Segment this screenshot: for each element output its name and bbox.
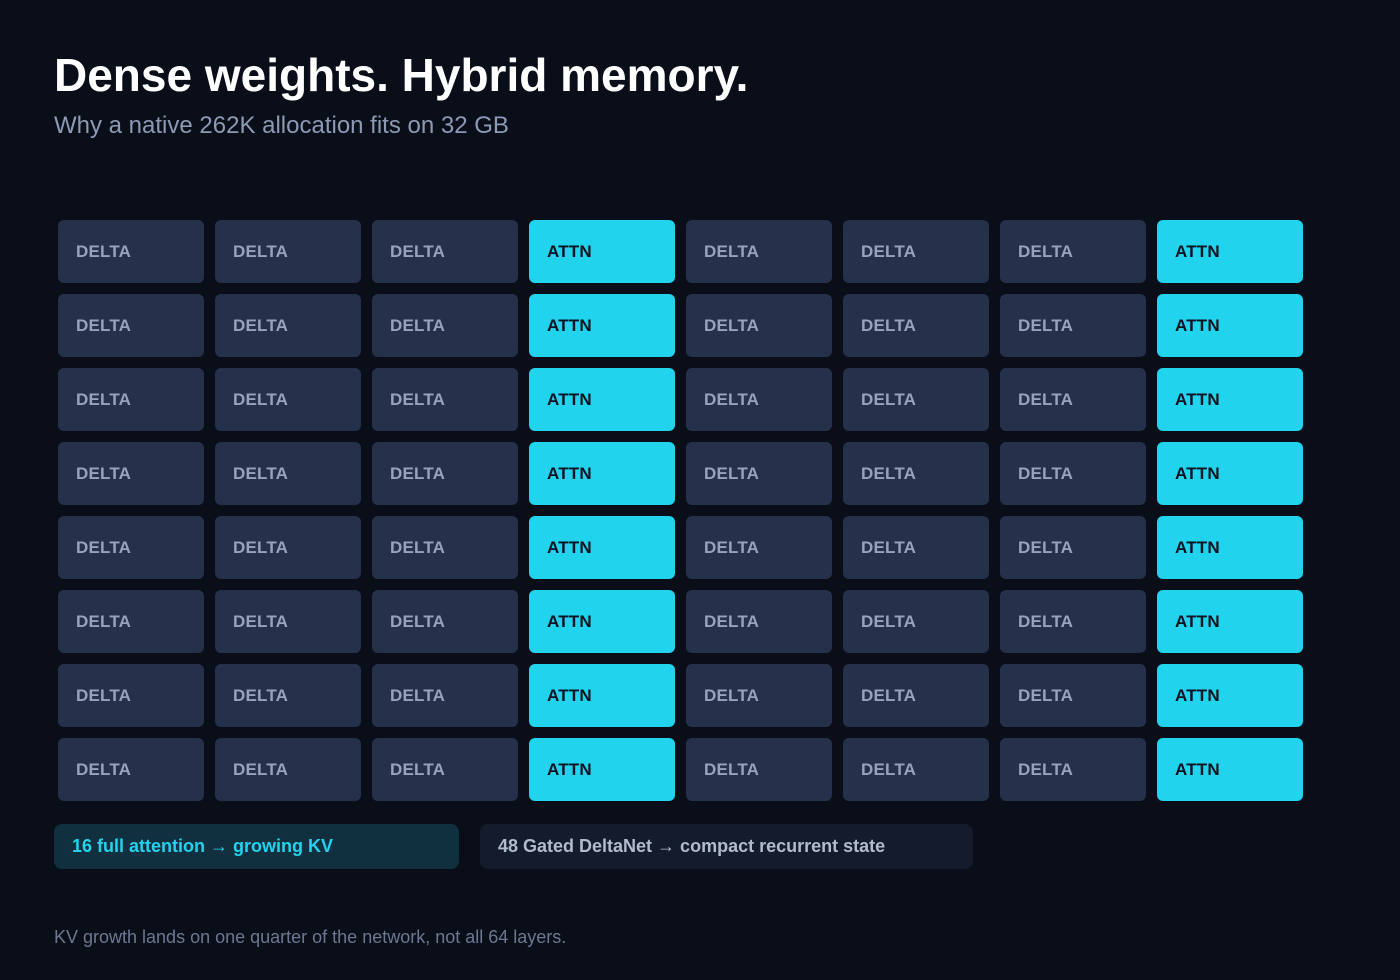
layer-block-attn: ATTN <box>529 590 675 653</box>
layer-block-delta: DELTA <box>843 442 989 505</box>
layer-block-attn: ATTN <box>529 738 675 801</box>
layer-block-attn: ATTN <box>1157 516 1303 579</box>
layer-block-delta: DELTA <box>372 590 518 653</box>
layer-block-delta: DELTA <box>843 516 989 579</box>
page-subtitle: Why a native 262K allocation fits on 32 … <box>54 112 509 139</box>
layer-block-delta: DELTA <box>58 664 204 727</box>
layer-block-delta: DELTA <box>215 442 361 505</box>
layer-block-attn: ATTN <box>529 294 675 357</box>
layer-block-delta: DELTA <box>1000 294 1146 357</box>
layer-block-delta: DELTA <box>1000 220 1146 283</box>
layer-block-delta: DELTA <box>372 368 518 431</box>
layer-block-delta: DELTA <box>686 516 832 579</box>
layer-block-delta: DELTA <box>215 220 361 283</box>
layer-block-delta: DELTA <box>58 590 204 653</box>
layer-block-delta: DELTA <box>372 220 518 283</box>
layer-block-delta: DELTA <box>686 738 832 801</box>
layer-block-delta: DELTA <box>1000 516 1146 579</box>
layer-block-delta: DELTA <box>58 516 204 579</box>
layer-block-delta: DELTA <box>843 220 989 283</box>
layer-block-attn: ATTN <box>529 442 675 505</box>
layer-block-attn: ATTN <box>1157 590 1303 653</box>
layer-block-delta: DELTA <box>215 368 361 431</box>
layer-block-delta: DELTA <box>1000 368 1146 431</box>
layer-block-delta: DELTA <box>686 442 832 505</box>
legend-attention: 16 full attention → growing KV <box>54 824 459 869</box>
layer-block-attn: ATTN <box>1157 220 1303 283</box>
layer-block-delta: DELTA <box>686 664 832 727</box>
layer-block-delta: DELTA <box>215 516 361 579</box>
layer-block-delta: DELTA <box>843 738 989 801</box>
layer-block-delta: DELTA <box>843 368 989 431</box>
layer-grid: DELTA DELTA DELTA ATTN DELTA DELTA DELTA ATTN DE… <box>58 220 1303 801</box>
layer-block-delta: DELTA <box>686 294 832 357</box>
layer-block-delta: DELTA <box>215 294 361 357</box>
layer-block-attn: ATTN <box>1157 294 1303 357</box>
layer-block-delta: DELTA <box>1000 738 1146 801</box>
layer-block-delta: DELTA <box>372 294 518 357</box>
layer-block-delta: DELTA <box>372 442 518 505</box>
layer-block-delta: DELTA <box>686 368 832 431</box>
layer-block-delta: DELTA <box>686 590 832 653</box>
layer-block-delta: DELTA <box>1000 664 1146 727</box>
layer-block-delta: DELTA <box>372 738 518 801</box>
layer-block-delta: DELTA <box>372 516 518 579</box>
layer-block-attn: ATTN <box>529 664 675 727</box>
layer-block-attn: ATTN <box>529 368 675 431</box>
layer-block-delta: DELTA <box>843 664 989 727</box>
layer-block-delta: DELTA <box>372 664 518 727</box>
layer-block-delta: DELTA <box>58 294 204 357</box>
layer-block-delta: DELTA <box>215 590 361 653</box>
layer-block-delta: DELTA <box>215 738 361 801</box>
layer-block-delta: DELTA <box>215 664 361 727</box>
legend-deltanet: 48 Gated DeltaNet → compact recurrent st… <box>480 824 973 869</box>
layer-block-attn: ATTN <box>529 220 675 283</box>
layer-block-attn: ATTN <box>1157 442 1303 505</box>
layer-block-delta: DELTA <box>843 294 989 357</box>
layer-block-delta: DELTA <box>58 442 204 505</box>
layer-block-delta: DELTA <box>58 738 204 801</box>
layer-block-delta: DELTA <box>1000 442 1146 505</box>
footnote: KV growth lands on one quarter of the ne… <box>54 927 567 947</box>
layer-block-attn: ATTN <box>1157 368 1303 431</box>
layer-block-attn: ATTN <box>1157 738 1303 801</box>
layer-block-delta: DELTA <box>686 220 832 283</box>
layer-block-delta: DELTA <box>843 590 989 653</box>
layer-block-attn: ATTN <box>1157 664 1303 727</box>
layer-block-delta: DELTA <box>58 368 204 431</box>
page-title: Dense weights. Hybrid memory. <box>54 49 749 101</box>
layer-block-attn: ATTN <box>529 516 675 579</box>
layer-block-delta: DELTA <box>1000 590 1146 653</box>
layer-block-delta: DELTA <box>58 220 204 283</box>
